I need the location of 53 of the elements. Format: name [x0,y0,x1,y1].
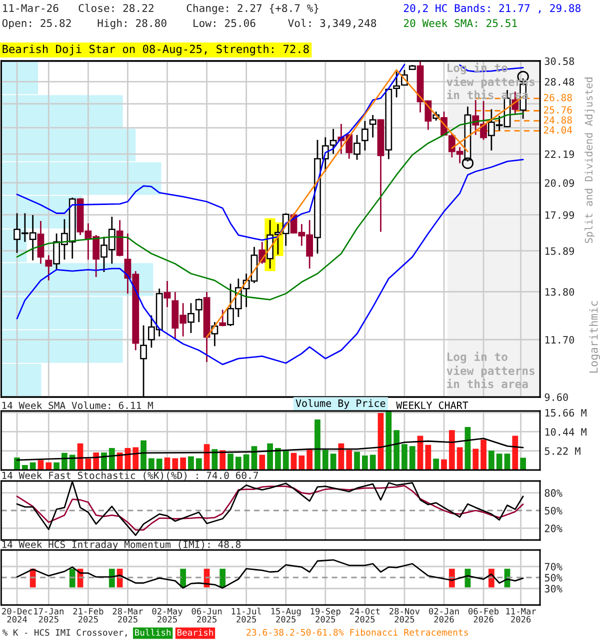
y-tick-label: 15.89 [545,247,574,255]
y-tick-label: 80% [544,489,562,497]
x-tick-label: 15-Aug 2025 [271,608,301,623]
y-axis-title: Split and Dividend Adjusted [584,78,595,243]
x-tick-label: 20-Dec 2024 [2,608,32,623]
chart-title: 14 Week HCS Intraday Momentum (IMI): 48.8 [2,540,241,550]
legend-title: % K - HCS IMI Crossover, [2,629,127,637]
text: Logarithmic [589,301,600,373]
y-tick-label: 20% [544,524,562,532]
chart-subtitle: Open: 25.82 High: 28.80 Low: 25.06 Vol: 3,349,248 [2,18,376,30]
y-tick-label: 50% [544,506,562,515]
y-tick-label: 5.22 M [544,447,580,455]
x-tick-label: 21-Feb 2025 [73,608,104,623]
x-tick-label: 19-Sep 2025 [310,608,340,623]
y-tick-label: 11.70 [545,336,574,344]
x-tick-label: 11-Mar 2026 [506,608,536,623]
chart-title: 14 Week SMA Volume: 6.11 M [2,401,153,410]
x-tick-label: 02-Jan 2026 [428,608,459,623]
x-tick-label: 06-Feb 2026 [468,608,499,623]
y-tick-label: 50% [544,574,562,582]
annotation: Log in to view patterns in this area [446,352,534,388]
y-tick-label: 70% [544,562,562,571]
text: Volume By Price [296,399,386,409]
y-tick-label: 15.66 M [545,408,586,417]
y-tick-label: 22.19 [544,150,574,158]
y-tick-label: 10.44 M [545,428,586,436]
x-tick-label: 28-Mar 2025 [112,608,143,623]
text: 20,2 HC Bands: 21.77 , 29.88 [404,4,580,14]
text: WEEKLY CHART [396,402,468,410]
x-tick-label: 06-Jun 2025 [192,608,222,623]
text: Bullish [135,628,170,636]
text: Bearish [178,628,213,636]
text: 23.6-38.2-50-61.8% Fibonacci Retracements [246,628,468,636]
x-tick-label: 11-Jul 2025 [232,608,262,623]
ref-line-label: 26.88 [544,94,572,102]
x-tick-label: 02-May 2025 [152,608,182,623]
chart-title: 14 Week Fast Stochastic (%K)(%D) : 74.0 60.7 [2,472,258,480]
text: Bearish Doji Star on 08-Aug-25, Strength: 72.8 [2,44,309,56]
y-tick-label: 30.58 [544,57,574,66]
text: 20 Week SMA: 25.51 [404,18,517,28]
ref-line-label: 24.88 [544,116,572,124]
y-tick-label: 28.48 [544,78,574,86]
chart-title: 11-Mar-26 Close: 28.22 Change: 2.27 {+8.7 %} [3,4,318,14]
y-tick-label: 30% [544,584,562,593]
ref-line-label: 24.04 [544,126,572,134]
x-tick-label: 24-Oct 2025 [350,608,380,623]
y-tick-label: 9.60 [544,393,568,402]
y-tick-label: 13.80 [545,288,574,296]
y-tick-label: 20.09 [544,179,574,187]
y-tick-label: 17.99 [545,211,574,219]
x-tick-label: 17-Jan 2025 [34,608,64,623]
ref-line-label: 25.76 [544,106,572,114]
x-tick-label: 28-Nov 2025 [390,608,420,623]
